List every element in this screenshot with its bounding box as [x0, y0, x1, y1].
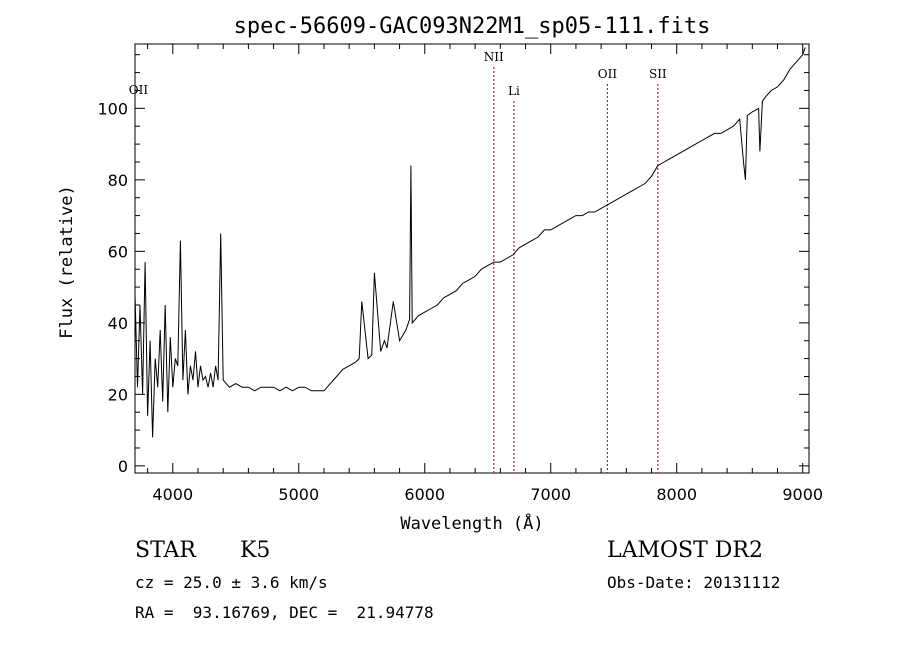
- emission-marker-label: OII: [598, 67, 618, 81]
- emission-marker-label: OII: [129, 83, 149, 97]
- y-tick-label: 20: [108, 385, 128, 404]
- object-subclass: K5: [240, 538, 271, 563]
- x-tick-label: 6000: [404, 485, 445, 504]
- axis-ticks: 4000 5000 6000 7000 8000 9000 0 20 40 60 80 100: [97, 44, 823, 504]
- chart-title: spec-56609-GAC093N22M1_sp05-111.fits: [234, 14, 711, 39]
- y-axis-label: Flux (relative): [57, 185, 77, 339]
- observation-date: Obs-Date: 20131112: [607, 573, 781, 592]
- emission-marker-label: Li: [508, 84, 520, 98]
- y-tick-label: 100: [97, 99, 128, 118]
- plot-frame: [134, 43, 810, 474]
- x-tick-label: 4000: [152, 485, 193, 504]
- x-tick-label: 9000: [782, 485, 823, 504]
- emission-marker-label: NII: [484, 50, 504, 64]
- survey-name: LAMOST DR2: [607, 538, 763, 563]
- spectrum-series-line: [134, 47, 806, 438]
- x-axis-label: Wavelength (Å): [400, 512, 543, 534]
- y-tick-label: 0: [118, 457, 128, 476]
- y-tick-label: 80: [108, 171, 128, 190]
- coordinates: RA = 93.16769, DEC = 21.94778: [135, 603, 434, 622]
- y-tick-label: 60: [108, 242, 128, 261]
- x-tick-label: 7000: [530, 485, 571, 504]
- x-tick-label: 8000: [656, 485, 697, 504]
- y-tick-label: 40: [108, 314, 128, 333]
- emission-line-markers: OII NII Li OII SII: [129, 50, 667, 473]
- object-class: STAR: [135, 538, 196, 563]
- emission-marker-label: SII: [649, 67, 667, 81]
- redshift-velocity: cz = 25.0 ± 3.6 km/s: [135, 573, 328, 592]
- x-tick-label: 5000: [278, 485, 319, 504]
